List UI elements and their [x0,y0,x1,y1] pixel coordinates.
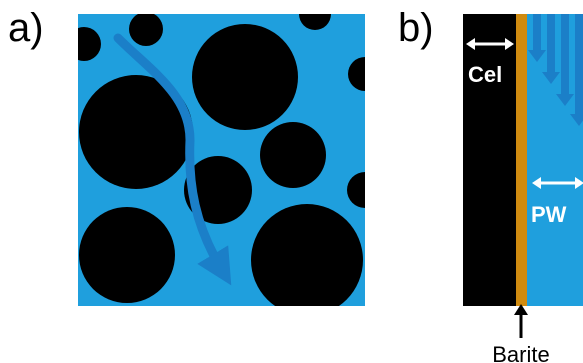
diffusion-arrow-icon [528,14,546,62]
panel-b-layers: Cel PW [463,14,583,306]
particle [78,27,101,61]
panel-a-label: a) [8,6,44,50]
particle [184,156,252,224]
barite-pointer-arrow-icon [514,304,528,338]
panel-a-porous-medium [78,14,365,306]
barite-layer [516,14,527,306]
pw-width-arrow-icon [532,177,583,189]
diffusion-arrows [528,14,583,126]
cel-width-arrow-icon [466,38,514,50]
cel-label: Cel [468,62,502,87]
particle [299,14,331,30]
particle [79,207,175,303]
particle [251,204,363,306]
diffusion-arrow-icon [542,14,560,84]
particle [347,172,365,208]
particle [79,75,193,189]
particle [260,122,326,188]
barite-label: Barite [492,342,549,363]
particle [192,24,298,130]
diffusion-arrow-icon [556,14,574,106]
flow-path-arrow [113,33,232,286]
cellulose-layer [463,14,516,306]
particle [129,14,163,46]
diffusion-arrow-icon [570,14,583,126]
panel-b-label: b) [398,6,434,50]
particle [348,57,365,91]
pw-label: PW [531,202,567,227]
